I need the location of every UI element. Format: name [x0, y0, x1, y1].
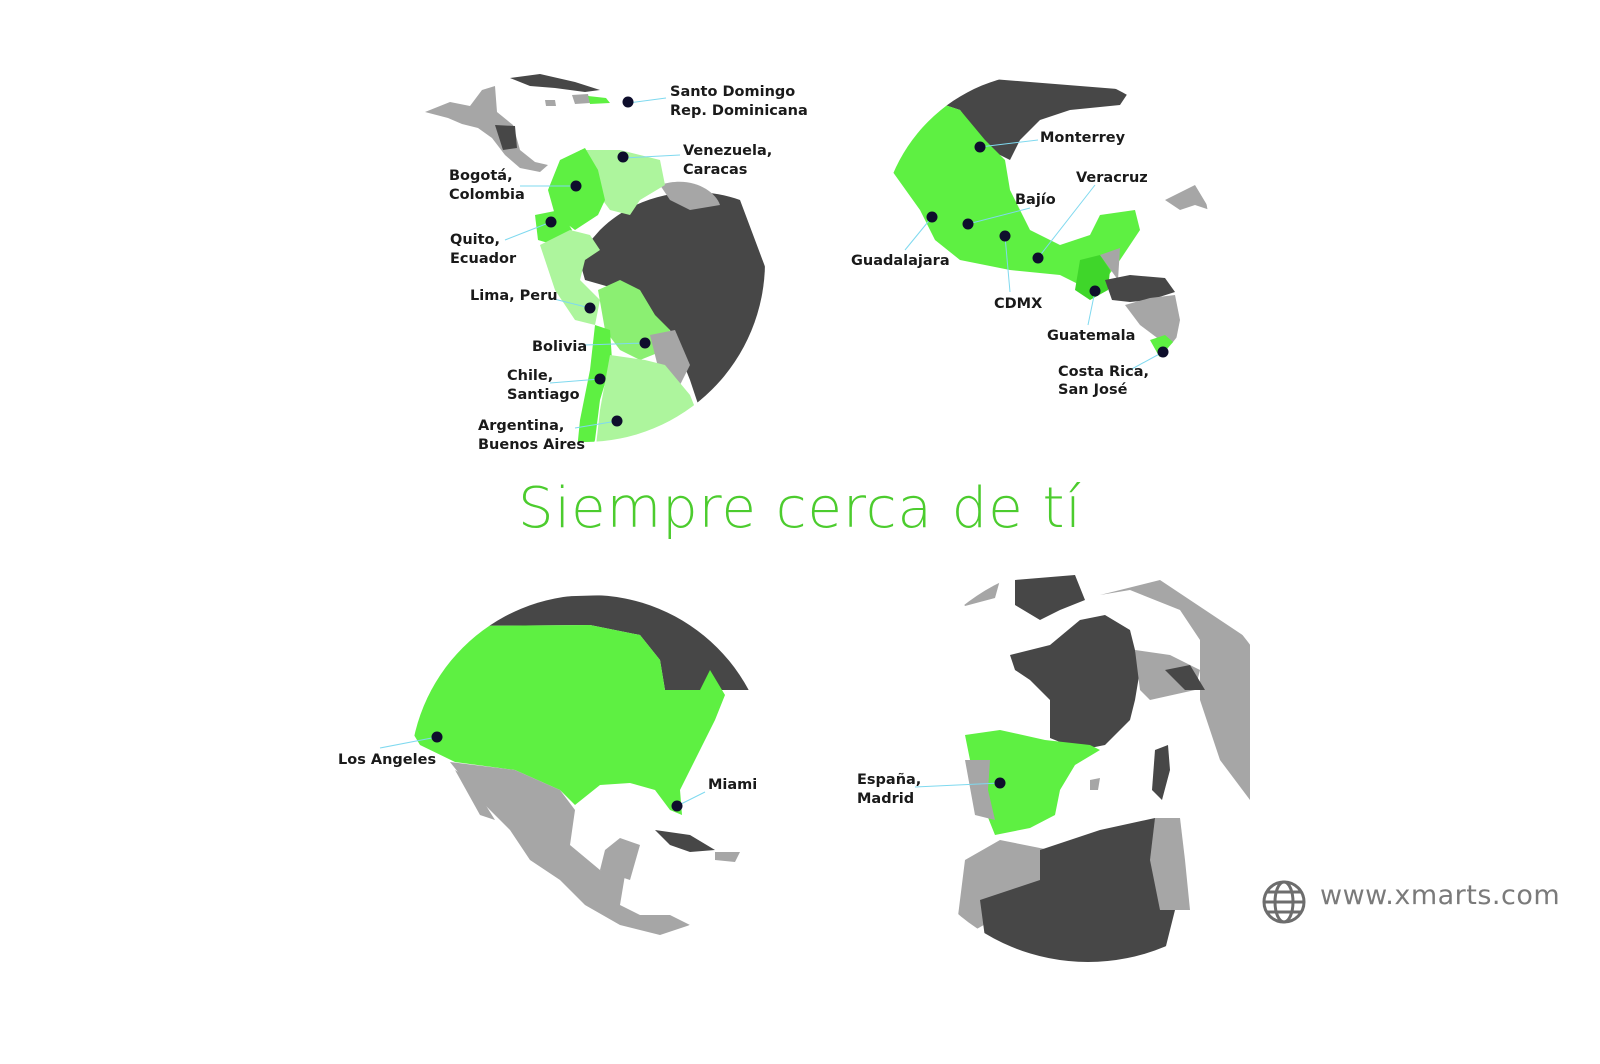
usa-map: Los Angeles Miami — [338, 595, 770, 935]
pin-costa-rica — [1157, 346, 1169, 358]
label-miami: Miami — [708, 777, 757, 793]
pin-bolivia — [639, 337, 651, 349]
south-america-map: Santo Domingo Rep. Dominicana Venezuela,… — [425, 74, 808, 453]
pin-caracas — [617, 151, 629, 163]
pin-santiago — [594, 373, 606, 385]
tagline: Siempre cerca de tí — [518, 476, 1082, 541]
label-costa-rica: Costa Rica, San José — [1058, 364, 1154, 398]
pin-cdmx — [999, 230, 1011, 242]
pin-bogota — [570, 180, 582, 192]
pin-bajio — [962, 218, 974, 230]
label-guadalajara: Guadalajara — [851, 253, 950, 269]
label-madrid: España, Madrid — [857, 772, 926, 807]
pin-guatemala — [1089, 285, 1101, 297]
pin-lima — [584, 302, 596, 314]
label-bolivia: Bolivia — [532, 339, 587, 355]
spain-map: España, Madrid — [857, 575, 1250, 962]
pin-quito — [545, 216, 557, 228]
label-bajio: Bajío — [1015, 192, 1056, 208]
pin-monterrey — [974, 141, 986, 153]
globe-icon — [1262, 880, 1306, 924]
label-lima: Lima, Peru — [470, 288, 558, 304]
pin-madrid — [994, 777, 1006, 789]
label-santo-domingo: Santo Domingo Rep. Dominicana — [670, 84, 808, 119]
label-cdmx: CDMX — [994, 296, 1042, 312]
pin-guadalajara — [926, 211, 938, 223]
mexico-map: Monterrey Veracruz Bajío Guadalajara CDM… — [851, 73, 1210, 398]
pin-buenos-aires — [611, 415, 623, 427]
pin-los-angeles — [431, 731, 443, 743]
label-monterrey: Monterrey — [1040, 130, 1126, 146]
website-link[interactable]: www.xmarts.com — [1320, 880, 1561, 911]
label-chile: Chile, Santiago — [507, 368, 580, 403]
label-bogota: Bogotá, Colombia — [449, 168, 525, 203]
label-veracruz: Veracruz — [1076, 170, 1148, 186]
label-los-angeles: Los Angeles — [338, 752, 436, 768]
label-venezuela: Venezuela, Caracas — [683, 143, 777, 178]
label-argentina: Argentina, Buenos Aires — [478, 418, 585, 453]
pin-veracruz — [1032, 252, 1044, 264]
label-guatemala: Guatemala — [1047, 328, 1135, 344]
pin-miami — [671, 800, 683, 812]
label-quito: Quito, Ecuador — [450, 232, 517, 267]
pin-santo-domingo — [622, 96, 634, 108]
